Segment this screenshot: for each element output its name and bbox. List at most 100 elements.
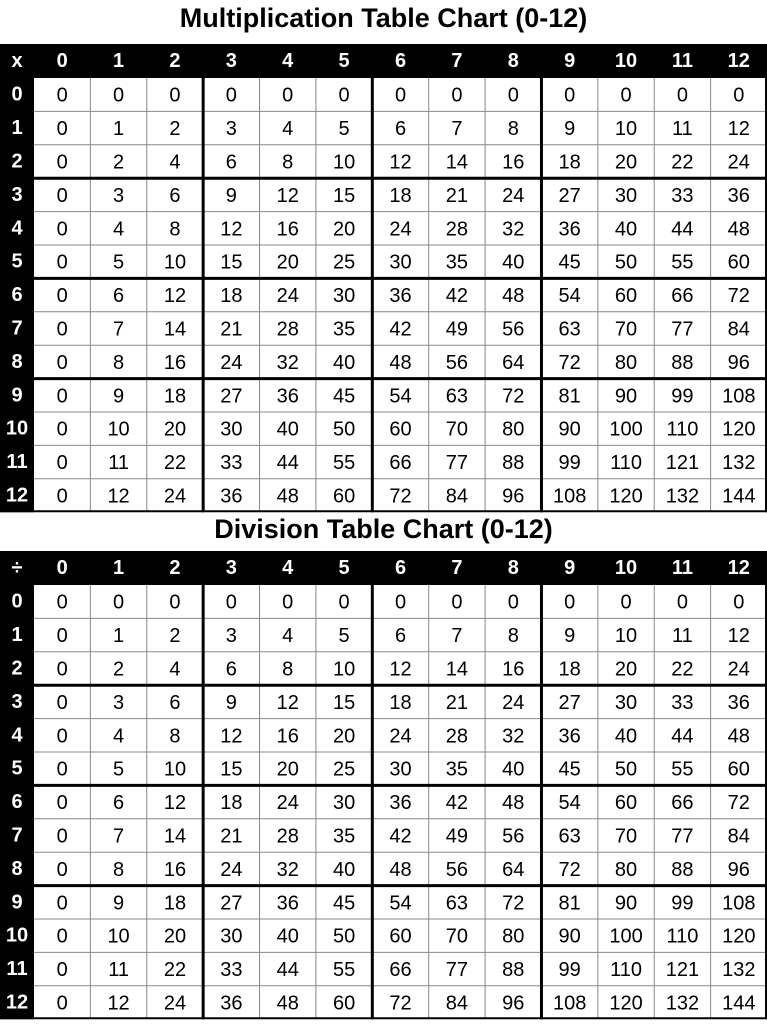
table-cell: 32 <box>502 218 524 240</box>
table-cell: 32 <box>277 352 299 374</box>
table-cell: 72 <box>728 285 750 307</box>
table-cell: 12 <box>164 285 186 307</box>
table-cell: 15 <box>333 185 355 207</box>
table-cell: 0 <box>395 85 406 107</box>
table-cell: 84 <box>446 993 468 1015</box>
table-cell: 6 <box>169 692 180 714</box>
table-cell: 20 <box>615 659 637 681</box>
table-cell: 80 <box>502 926 524 948</box>
table-cell: 12 <box>220 725 242 747</box>
table-cell: 99 <box>559 452 581 474</box>
table-cell: 24 <box>277 792 299 814</box>
table-cell: 6 <box>395 625 406 647</box>
table-cell: 80 <box>615 352 637 374</box>
table-cell: 60 <box>333 993 355 1015</box>
column-header: 3 <box>226 50 237 72</box>
table-cell: 20 <box>333 218 355 240</box>
table-cell: 28 <box>446 725 468 747</box>
table-cell: 7 <box>451 625 462 647</box>
table-cell: 40 <box>502 759 524 781</box>
table-cell: 8 <box>508 118 519 140</box>
table-cell: 63 <box>446 385 468 407</box>
table-cell: 0 <box>226 85 237 107</box>
row-header: 12 <box>6 992 28 1014</box>
column-header: 8 <box>508 50 519 72</box>
table-cell: 42 <box>446 285 468 307</box>
row-header: 10 <box>6 418 28 440</box>
table-cell: 0 <box>57 85 68 107</box>
table-cell: 8 <box>113 352 124 374</box>
table-cell: 0 <box>57 993 68 1015</box>
table-cell: 54 <box>559 792 581 814</box>
table-cell: 36 <box>389 792 411 814</box>
table-cell: 72 <box>389 486 411 508</box>
table-cell: 0 <box>57 725 68 747</box>
table-cell: 22 <box>164 452 186 474</box>
table-cell: 120 <box>609 486 642 508</box>
table-cell: 50 <box>615 252 637 274</box>
table-cell: 132 <box>722 452 755 474</box>
table-cell: 0 <box>57 385 68 407</box>
column-header: 0 <box>57 557 68 579</box>
table-cell: 70 <box>615 319 637 341</box>
table-cell: 0 <box>57 926 68 948</box>
row-header: 5 <box>11 251 22 273</box>
table-cell: 18 <box>389 692 411 714</box>
table-cell: 14 <box>164 319 186 341</box>
row-header: 8 <box>11 858 22 880</box>
column-header: 4 <box>282 50 294 72</box>
table-cell: 33 <box>220 452 242 474</box>
table-cell: 108 <box>553 993 586 1015</box>
table-cell: 35 <box>446 252 468 274</box>
table-cell: 84 <box>446 486 468 508</box>
table-cell: 27 <box>559 185 581 207</box>
table-cell: 10 <box>107 926 129 948</box>
table-cell: 48 <box>389 352 411 374</box>
table-cell: 14 <box>446 152 468 174</box>
table-cell: 16 <box>502 152 524 174</box>
table-cell: 81 <box>559 892 581 914</box>
table-cell: 110 <box>666 926 698 948</box>
table-cell: 55 <box>671 759 693 781</box>
table-cell: 25 <box>333 252 355 274</box>
table-cell: 50 <box>333 926 355 948</box>
table-cell: 24 <box>164 993 186 1015</box>
table-cell: 77 <box>446 959 468 981</box>
table-cell: 72 <box>502 892 524 914</box>
table-cell: 48 <box>728 725 750 747</box>
table-cell: 10 <box>107 419 129 441</box>
row-header: 4 <box>11 724 23 746</box>
table-cell: 12 <box>164 792 186 814</box>
row-header: 6 <box>11 791 22 813</box>
row-header: 12 <box>6 485 28 507</box>
table-cell: 56 <box>502 826 524 848</box>
row-header: 9 <box>11 384 22 406</box>
table-cell: 36 <box>728 185 750 207</box>
table-cell: 0 <box>339 592 350 614</box>
table-cell: 132 <box>722 959 755 981</box>
table-cell: 11 <box>672 118 693 140</box>
table-cell: 20 <box>164 926 186 948</box>
table-cell: 0 <box>57 218 68 240</box>
table-cell: 12 <box>107 993 129 1015</box>
table-cell: 33 <box>671 185 693 207</box>
table-cell: 90 <box>559 926 581 948</box>
table-cell: 16 <box>164 859 186 881</box>
table-cell: 12 <box>107 486 129 508</box>
table-cell: 30 <box>220 926 242 948</box>
table-cell: 18 <box>389 185 411 207</box>
table-cell: 0 <box>677 85 688 107</box>
table-cell: 21 <box>446 692 468 714</box>
row-header: 2 <box>11 151 22 173</box>
column-header: 9 <box>564 557 575 579</box>
table-cell: 10 <box>615 118 637 140</box>
table-cell: 88 <box>502 452 524 474</box>
table-cell: 10 <box>164 759 186 781</box>
table-cell: 77 <box>671 826 693 848</box>
table-cell: 12 <box>728 118 750 140</box>
table-cell: 8 <box>282 152 293 174</box>
table-cell: 40 <box>615 725 637 747</box>
table-cell: 72 <box>559 859 581 881</box>
column-header: 1 <box>113 557 124 579</box>
table-cell: 60 <box>728 759 750 781</box>
